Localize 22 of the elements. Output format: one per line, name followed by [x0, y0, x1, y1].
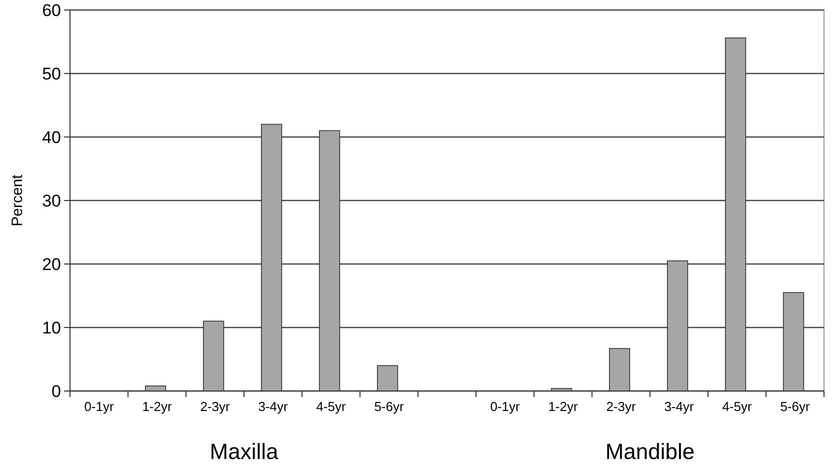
x-tick-label: 3-4yr — [258, 399, 288, 414]
y-tick-label: 0 — [52, 382, 61, 401]
x-tick-label: 1-2yr — [548, 399, 578, 414]
y-tick-label: 20 — [42, 254, 61, 274]
y-tick-label: 30 — [42, 191, 61, 210]
x-tick-label: 1-2yr — [142, 399, 172, 414]
x-tick-label: 5-6yr — [780, 399, 810, 414]
x-tick-label: 0-1yr — [490, 399, 520, 414]
y-axis-title: Percent — [9, 174, 26, 226]
y-tick-label: 10 — [42, 318, 61, 338]
x-tick-label: 2-3yr — [200, 399, 230, 414]
x-tick-label: 4-5yr — [316, 399, 346, 414]
x-tick-label: 4-5yr — [722, 399, 752, 414]
y-tick-label: 50 — [42, 64, 61, 84]
y-tick-label: 60 — [42, 0, 61, 20]
x-tick-label: 0-1yr — [84, 399, 114, 414]
y-tick-label: 40 — [42, 128, 61, 147]
text: Mandible — [605, 439, 695, 464]
x-tick-label: 5-6yr — [374, 399, 404, 414]
text: Maxilla — [210, 439, 279, 464]
x-tick-label: 3-4yr — [664, 399, 694, 414]
x-tick-label: 2-3yr — [606, 399, 636, 414]
